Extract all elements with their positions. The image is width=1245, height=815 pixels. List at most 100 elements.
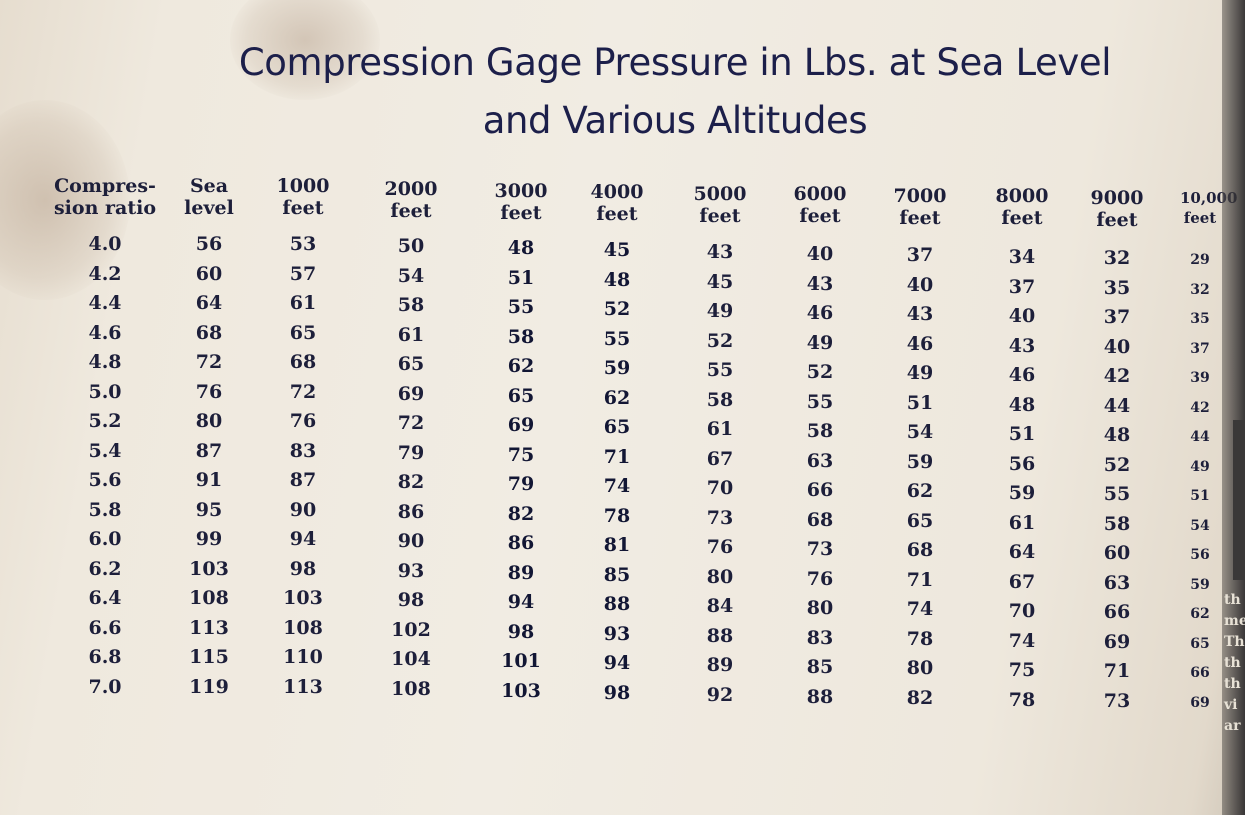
table-cell: 65 [603, 416, 631, 438]
table-cell: 78 [1008, 688, 1036, 711]
table-cell: 43 [906, 303, 934, 325]
column-header-line: feet [1096, 209, 1138, 231]
table-cell: 48 [603, 268, 631, 291]
table-column: 5000 feet 43 45 49 52 55 58 61 67 70 73 76 80 84 88 89 92 [680, 0, 760, 815]
table-cell: 6.2 [88, 557, 122, 580]
column-header: Compres-sion ratio [45, 175, 165, 219]
table-cell: 49 [806, 331, 834, 354]
next-page-fragment: th [1224, 592, 1241, 608]
table-cell: 68 [906, 539, 934, 561]
table-cell: 59 [1008, 482, 1036, 504]
table-cell: 37 [1008, 275, 1036, 298]
table-cell: 90 [397, 530, 425, 552]
next-page-fragment: ar [1224, 718, 1241, 734]
column-header-line: level [184, 197, 234, 219]
next-page-fragment: th [1224, 655, 1241, 671]
column-header-line: 10,000 [1180, 189, 1238, 207]
table-cell: 49 [1190, 458, 1210, 475]
table-cell: 73 [706, 506, 734, 529]
table-cell: 71 [1103, 660, 1131, 682]
table-cell: 83 [289, 439, 317, 462]
table-cell: 56 [195, 233, 223, 255]
table-cell: 62 [507, 355, 535, 377]
table-cell: 5.4 [88, 439, 122, 462]
table-cell: 52 [603, 298, 631, 320]
table-cell: 72 [397, 412, 425, 434]
table-cell: 42 [1190, 399, 1210, 416]
table-column: 9000 feet 32 35 37 40 42 44 48 52 55 58 60 63 66 69 71 73 [1077, 0, 1157, 815]
table-cell: 58 [706, 388, 734, 411]
table-cell: 4.2 [88, 262, 122, 285]
column-header-line: 5000 [693, 183, 747, 205]
table-cell: 61 [397, 323, 425, 346]
column-header: 3000 feet [481, 180, 561, 224]
table-cell: 42 [1103, 365, 1131, 387]
table-title-line-2: and Various Altitudes [482, 99, 868, 142]
table-cell: 49 [906, 362, 934, 384]
table-cell: 51 [1008, 423, 1036, 445]
table-cell: 64 [195, 292, 223, 314]
column-header-line: feet [899, 207, 941, 229]
table-cell: 75 [507, 443, 535, 466]
column-header: 5000 feet [680, 183, 760, 227]
table-cell: 40 [806, 243, 834, 265]
table-column: 3000 feet 48 51 55 58 62 65 69 75 79 82 86 89 94 98 101 1… [481, 0, 561, 815]
page-stain [0, 100, 130, 300]
table-cell: 67 [1008, 570, 1036, 593]
table-cell: 65 [507, 384, 535, 407]
table-cell: 35 [1103, 276, 1131, 299]
table-cell: 43 [806, 272, 834, 295]
table-cell: 80 [806, 597, 834, 619]
table-cell: 43 [1008, 334, 1036, 357]
table-cell: 73 [806, 538, 834, 560]
table-title-line-1: Compression Gage Pressure in Lbs. at Sea… [238, 41, 1112, 84]
table-cell: 59 [603, 357, 631, 379]
table-column: 8000 feet 34 37 40 43 46 48 51 56 59 61 64 67 70 74 75 78 [982, 0, 1062, 815]
table-cell: 94 [603, 652, 631, 674]
table-column: 4000 feet 45 48 52 55 59 62 65 71 74 78 81 85 88 93 94 98 [577, 0, 657, 815]
table-cell: 66 [1103, 601, 1131, 623]
table-cell: 65 [289, 321, 317, 344]
table-cell: 58 [397, 294, 425, 316]
table-cell: 52 [706, 329, 734, 352]
table-cell: 92 [706, 683, 734, 706]
table-cell: 40 [906, 273, 934, 296]
table-cell: 115 [189, 646, 229, 668]
table-column: 2000 feet 50 54 58 61 65 69 72 79 82 86 90 93 98 102 104… [371, 0, 451, 815]
table-cell: 98 [507, 620, 535, 643]
column-header-line: feet [799, 205, 841, 227]
column-header: 2000 feet [371, 178, 451, 222]
column-header-line: feet [1183, 209, 1217, 227]
table-cell: 37 [1190, 340, 1210, 357]
next-page-fragment: me [1224, 613, 1245, 629]
table-cell: 4.4 [88, 292, 122, 314]
column-header: 6000 feet [780, 183, 860, 227]
table-cell: 61 [1008, 511, 1036, 534]
table-column: 10,000 feet 29 32 35 37 39 42 44 49 51 54 56 59 62 65 66… [1180, 0, 1238, 815]
table-cell: 82 [507, 502, 535, 525]
table-cell: 90 [289, 498, 317, 521]
table-cell: 72 [289, 380, 317, 403]
table-cell: 48 [1103, 424, 1131, 446]
table-cell: 5.6 [88, 469, 122, 491]
table-cell: 56 [1190, 547, 1210, 563]
table-cell: 88 [806, 685, 834, 708]
table-cell: 108 [391, 677, 431, 700]
column-header: 7000 feet [880, 185, 960, 229]
table-cell: 102 [391, 618, 431, 641]
table-cell: 54 [906, 421, 934, 443]
table-cell: 88 [603, 593, 631, 615]
table-cell: 55 [806, 390, 834, 413]
table-cell: 78 [603, 504, 631, 527]
table-cell: 76 [706, 536, 734, 558]
table-cell: 89 [706, 654, 734, 676]
table-cell: 74 [603, 475, 631, 497]
table-cell: 73 [1103, 689, 1131, 712]
table-cell: 70 [1008, 600, 1036, 622]
column-header-line: 2000 [384, 178, 438, 200]
table-cell: 52 [1103, 453, 1131, 476]
table-cell: 85 [603, 563, 631, 586]
table-cell: 6.4 [88, 587, 122, 609]
table-cell: 62 [603, 386, 631, 409]
table-cell: 108 [189, 587, 229, 609]
